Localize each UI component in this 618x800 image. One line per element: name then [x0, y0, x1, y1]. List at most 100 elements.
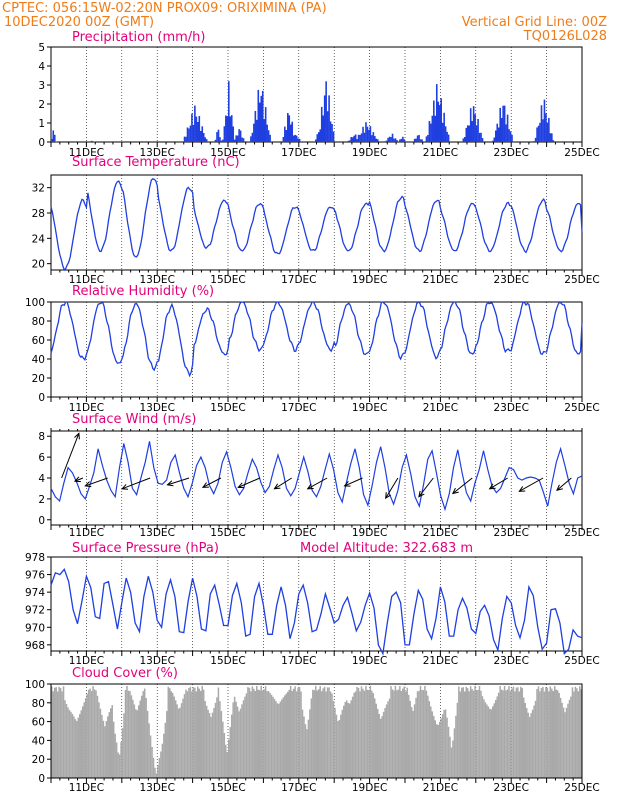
- cloud-bar: [552, 690, 554, 778]
- cloud-bar: [111, 705, 113, 778]
- cloud-bar: [152, 757, 155, 778]
- cloud-bar: [489, 708, 491, 778]
- precip-bar: [421, 139, 423, 142]
- cloud-bar: [250, 691, 252, 778]
- cloud-bar: [320, 691, 323, 778]
- precip-bar: [331, 124, 333, 142]
- precip-bar: [264, 107, 267, 142]
- cloud-bar: [315, 685, 317, 778]
- y-tick-label: 970: [25, 622, 45, 634]
- x-tick-label: 25DEC: [564, 402, 599, 414]
- precip-bar: [216, 132, 218, 142]
- precip-bar: [350, 137, 353, 142]
- cloud-bar: [486, 704, 488, 778]
- x-tick-label: 15DEC: [210, 782, 245, 794]
- x-tick-label: 11DEC: [69, 402, 104, 414]
- cloud-bar: [105, 721, 108, 778]
- pressure-altitude: Model Altitude: 322.683 m: [300, 541, 473, 556]
- cloud-bar: [214, 702, 217, 778]
- precip-bar: [269, 134, 271, 142]
- precip-bar: [363, 132, 366, 142]
- cloud-bar: [337, 721, 339, 778]
- cloud-bar: [239, 708, 242, 778]
- y-tick-label: 32: [32, 183, 45, 195]
- cloud-bar: [163, 733, 165, 778]
- cloud-bar: [484, 702, 487, 778]
- x-tick-label: 11DEC: [69, 274, 104, 286]
- y-tick-label: 40: [32, 735, 45, 747]
- wind-vector: [344, 477, 363, 487]
- cloud-bar: [77, 717, 80, 778]
- wind-vector: [121, 477, 151, 490]
- precip-bar: [217, 129, 220, 142]
- precip-bar: [222, 139, 224, 142]
- precip-bar: [390, 137, 392, 142]
- y-tick-label: 40: [32, 354, 45, 366]
- cloud-bar: [213, 707, 215, 778]
- cloud-bar: [537, 686, 540, 778]
- cloud-bar: [307, 719, 310, 778]
- cloud-bar: [185, 689, 187, 778]
- cloud-bar: [440, 718, 442, 778]
- precip-bar: [428, 120, 431, 142]
- cloud-bar: [399, 686, 401, 778]
- cloud-bar: [65, 704, 68, 778]
- precip-bar: [185, 136, 187, 142]
- precip-bar: [322, 115, 324, 142]
- precip-bar: [238, 129, 240, 142]
- wind-arrowhead: [343, 481, 351, 487]
- x-tick-label: 23DEC: [493, 402, 528, 414]
- precip-bar: [183, 136, 186, 142]
- cloud-bar: [492, 706, 494, 778]
- cloud-bar: [205, 705, 208, 778]
- x-tick-label: 17DEC: [281, 655, 316, 667]
- precip-bar: [191, 113, 193, 142]
- precip-bar: [430, 123, 432, 142]
- precip-bar: [403, 139, 406, 142]
- cloud-bar: [402, 688, 404, 778]
- cloud-bar: [61, 691, 63, 778]
- cloud-bar: [258, 690, 261, 778]
- precip-bar: [188, 128, 190, 142]
- cloud-bar: [289, 685, 292, 778]
- cloud-bar: [453, 728, 456, 778]
- precip-bar: [371, 135, 373, 142]
- cloud-bar: [114, 733, 116, 778]
- precip-bar: [291, 121, 294, 142]
- x-tick-label: 17DEC: [281, 527, 316, 539]
- precip-bar: [464, 137, 466, 142]
- cloud-bar: [466, 688, 469, 778]
- cloud-bar: [480, 690, 482, 778]
- cloud-bar: [208, 713, 211, 778]
- cloud-bar: [409, 700, 411, 778]
- precip-bar: [256, 119, 258, 142]
- cloud-bar: [68, 709, 71, 778]
- cloud-bar: [202, 689, 205, 778]
- cloud-bar: [403, 686, 406, 778]
- precip-bar: [435, 84, 438, 142]
- precip-bar: [53, 134, 56, 142]
- cloud-bar: [512, 686, 515, 778]
- cloud-bar: [273, 698, 276, 778]
- precip-bar: [362, 126, 364, 142]
- precip-bar: [202, 132, 205, 142]
- precip-bar: [365, 122, 367, 142]
- cloud-bar: [455, 715, 457, 778]
- cloud-bar: [216, 697, 218, 778]
- x-tick-label: 13DEC: [139, 527, 174, 539]
- cloud-bar: [62, 686, 65, 778]
- cloud-bar: [53, 687, 56, 778]
- cloud-bar: [167, 686, 170, 778]
- cloud-bar: [534, 700, 537, 778]
- cloud-bar: [518, 691, 521, 778]
- cloud-bar: [56, 691, 59, 778]
- cloud-bar: [464, 691, 466, 778]
- cloud-bar: [340, 714, 342, 778]
- precip-bar: [494, 130, 497, 142]
- cloud-bar: [170, 691, 172, 778]
- y-tick-label: 0: [38, 773, 45, 785]
- precip-bar: [316, 134, 319, 142]
- wind-arrowhead: [385, 492, 391, 500]
- x-tick-label: 25DEC: [564, 274, 599, 286]
